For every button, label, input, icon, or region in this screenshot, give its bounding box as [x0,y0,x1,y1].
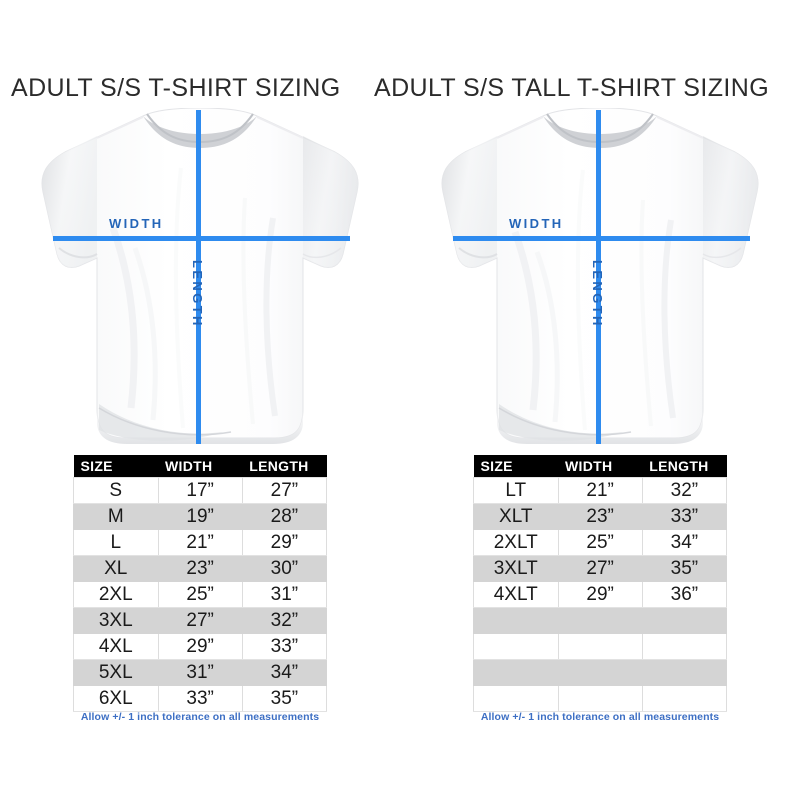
cell-length: 34” [241,659,328,686]
table-row: S 17” 27” [73,477,328,504]
cell-length: 33” [641,503,728,530]
table-row: XLT 23” 33” [473,503,728,530]
cell-width [557,607,643,634]
cell-size: 3XL [73,607,159,634]
cell-size: 4XLT [473,581,559,608]
column-header-size: SIZE [473,455,558,478]
cell-width: 33” [157,685,243,712]
table-row: 2XL 25” 31” [73,581,328,608]
cell-length: 32” [641,477,728,504]
cell-width [557,685,643,712]
cell-size: 6XL [73,685,159,712]
table-row: 3XLT 27” 35” [473,555,728,582]
cell-width: 25” [557,529,643,556]
table-row: 2XLT 25” 34” [473,529,728,556]
column-header-length: LENGTH [642,455,727,478]
tolerance-footnote: Allow +/- 1 inch tolerance on all measur… [480,711,720,723]
sizing-table-standard: SIZE WIDTH LENGTH S 17” 27” M 19” 28” L [73,455,328,712]
cell-length: 31” [241,581,328,608]
table-row-empty [473,633,728,660]
table-row: 6XL 33” 35” [73,685,328,712]
table-header-row: SIZE WIDTH LENGTH [73,455,327,478]
length-label: LENGTH [190,260,205,328]
length-measurement-line [596,110,601,444]
table-row-empty [473,607,728,634]
table-row: XL 23” 30” [73,555,328,582]
cell-size: XLT [473,503,559,530]
width-measurement-line [53,236,350,241]
cell-width: 19” [157,503,243,530]
cell-width: 27” [557,555,643,582]
cell-size: M [73,503,159,530]
cell-length: 36” [641,581,728,608]
cell-width: 29” [157,633,243,660]
tolerance-footnote: Allow +/- 1 inch tolerance on all measur… [80,711,320,723]
cell-size [473,659,559,686]
page-title-standard: ADULT S/S T-SHIRT SIZING [11,74,341,102]
cell-size: 5XL [73,659,159,686]
cell-width: 31” [157,659,243,686]
table-row: LT 21” 32” [473,477,728,504]
cell-size: 2XL [73,581,159,608]
table-row: 3XL 27” 32” [73,607,328,634]
cell-length [641,633,728,660]
cell-width: 25” [157,581,243,608]
cell-width: 23” [157,555,243,582]
cell-size: 3XLT [473,555,559,582]
cell-size: XL [73,555,159,582]
table-header-row: SIZE WIDTH LENGTH [473,455,727,478]
tshirt-diagram-standard: WIDTH LENGTH [35,108,365,448]
cell-length: 35” [241,685,328,712]
column-header-width: WIDTH [158,455,243,478]
table-row: M 19” 28” [73,503,328,530]
table-row-empty [473,659,728,686]
cell-width: 27” [157,607,243,634]
cell-length [641,685,728,712]
table-row: L 21” 29” [73,529,328,556]
page-title-tall: ADULT S/S TALL T-SHIRT SIZING [374,74,770,102]
cell-width [557,659,643,686]
width-label: WIDTH [109,216,164,231]
cell-length: 35” [641,555,728,582]
cell-length: 33” [241,633,328,660]
cell-size: LT [473,477,559,504]
column-header-length: LENGTH [242,455,327,478]
tshirt-diagram-tall: WIDTH LENGTH [435,108,765,448]
cell-size: L [73,529,159,556]
cell-size [473,607,559,634]
table-row-empty [473,685,728,712]
cell-size: 2XLT [473,529,559,556]
cell-length: 28” [241,503,328,530]
width-label: WIDTH [509,216,564,231]
cell-size: 4XL [73,633,159,660]
length-measurement-line [196,110,201,444]
width-measurement-line [453,236,750,241]
table-row: 4XLT 29” 36” [473,581,728,608]
cell-length [641,607,728,634]
cell-width: 17” [157,477,243,504]
table-row: 4XL 29” 33” [73,633,328,660]
cell-length: 27” [241,477,328,504]
cell-length [641,659,728,686]
cell-size: S [73,477,159,504]
cell-width: 23” [557,503,643,530]
cell-length: 32” [241,607,328,634]
cell-size [473,633,559,660]
cell-length: 30” [241,555,328,582]
cell-width: 29” [557,581,643,608]
cell-length: 29” [241,529,328,556]
cell-size [473,685,559,712]
cell-width: 21” [157,529,243,556]
length-label: LENGTH [590,260,605,328]
cell-width [557,633,643,660]
table-row: 5XL 31” 34” [73,659,328,686]
sizing-table-tall: SIZE WIDTH LENGTH LT 21” 32” XLT 23” 33”… [473,455,728,712]
column-header-width: WIDTH [558,455,643,478]
cell-width: 21” [557,477,643,504]
cell-length: 34” [641,529,728,556]
column-header-size: SIZE [73,455,158,478]
